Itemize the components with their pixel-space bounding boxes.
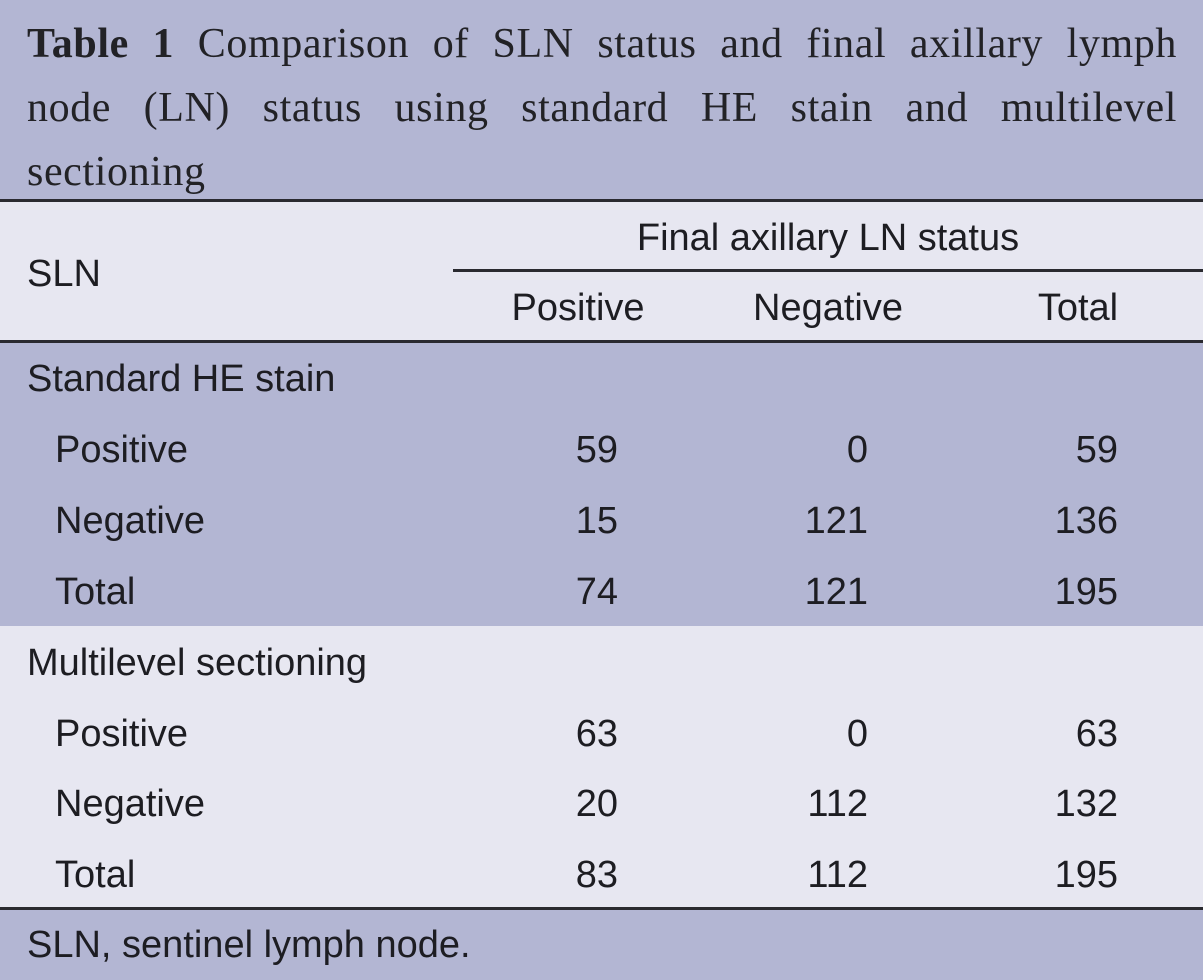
bottom-rule <box>0 907 1203 910</box>
footnote-band <box>0 910 1203 980</box>
table-cell: 112 <box>807 783 868 825</box>
row-label: Total <box>55 854 136 896</box>
table-cell: 195 <box>1054 854 1118 896</box>
row-label: Negative <box>55 783 205 825</box>
column-header-negative: Negative <box>753 287 903 329</box>
table-cell: 112 <box>807 854 868 896</box>
header-rule <box>0 340 1203 343</box>
table-cell: 195 <box>1054 571 1118 613</box>
table-cell: 63 <box>575 713 618 755</box>
group-band-multilevel <box>0 626 1203 907</box>
table-cell: 15 <box>575 500 618 542</box>
row-label: Negative <box>55 500 205 542</box>
row-label: Total <box>55 571 136 613</box>
row-label: Positive <box>55 713 189 755</box>
column-header-positive: Positive <box>511 287 645 329</box>
top-rule <box>0 199 1203 202</box>
table-cell: 59 <box>575 429 618 471</box>
column-spanner-label: Final axillary LN status <box>636 217 1020 259</box>
row-label: Positive <box>55 429 189 471</box>
table-cell: 0 <box>846 429 868 471</box>
spanner-rule <box>453 269 1203 272</box>
table-cell: 74 <box>575 571 618 613</box>
group-band-standard <box>0 343 1203 626</box>
table-cell: 132 <box>1054 783 1118 825</box>
group-title: Multilevel sectioning <box>27 642 368 684</box>
table-caption-text: Comparison of SLN status and final axill… <box>27 21 1177 195</box>
row-header-label: SLN <box>27 253 101 295</box>
table-footnote: SLN, sentinel lymph node. <box>27 924 471 966</box>
table-cell: 0 <box>846 713 868 755</box>
table-label: Table 1 <box>27 21 175 67</box>
table-cell: 59 <box>1075 429 1118 471</box>
group-title: Standard HE stain <box>27 358 336 400</box>
table-cell: 121 <box>804 571 868 613</box>
table-cell: 63 <box>1075 713 1118 755</box>
table-cell: 83 <box>575 854 618 896</box>
table-cell: 136 <box>1054 500 1118 542</box>
column-header-total: Total <box>1037 287 1119 329</box>
table-caption: Table 1 Comparison of SLN status and fin… <box>27 12 1177 198</box>
table-cell: 20 <box>575 783 618 825</box>
table-cell: 121 <box>804 500 868 542</box>
